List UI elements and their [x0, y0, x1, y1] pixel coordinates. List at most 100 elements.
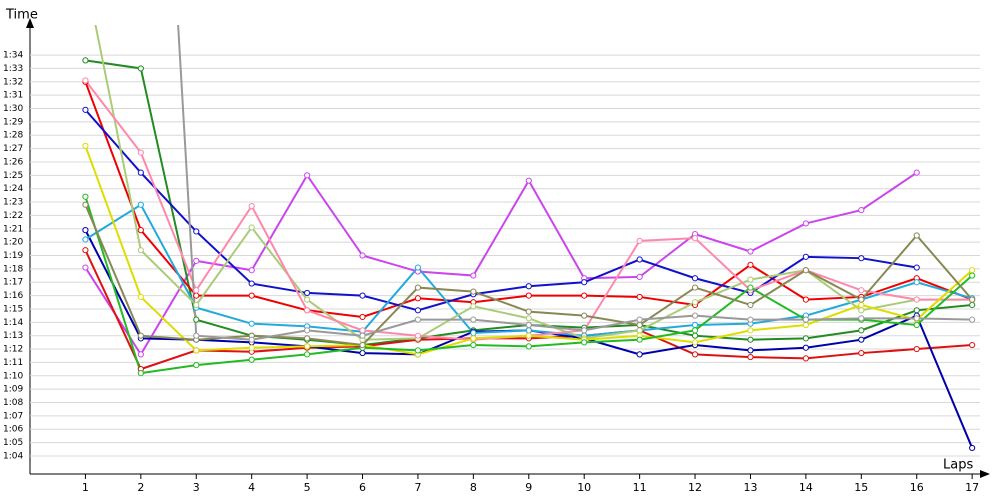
y-tick-label: 1:07 — [3, 411, 23, 421]
point — [359, 252, 366, 259]
point — [193, 287, 200, 294]
y-axis-title: Time — [5, 8, 38, 23]
point — [747, 276, 754, 283]
point — [747, 301, 754, 309]
point — [359, 341, 366, 349]
point — [802, 335, 809, 342]
point — [137, 351, 144, 358]
point — [913, 345, 920, 353]
point — [414, 347, 422, 354]
series-line — [84, 109, 917, 312]
point — [969, 316, 976, 323]
y-tick-label: 1:33 — [3, 64, 23, 74]
point — [525, 327, 532, 334]
point — [802, 344, 809, 351]
point — [525, 283, 532, 290]
y-tick-label: 1:06 — [3, 425, 23, 435]
x-tick-label: 10 — [577, 481, 591, 494]
point — [858, 307, 865, 314]
point — [913, 307, 920, 314]
y-tick-label: 1:21 — [3, 224, 23, 234]
point — [248, 280, 255, 287]
y-tick-label: 1:12 — [3, 345, 23, 355]
point — [636, 273, 643, 280]
point — [581, 339, 588, 346]
point — [248, 224, 255, 231]
point — [414, 295, 422, 302]
x-tick-label: 11 — [633, 481, 647, 494]
y-tick-label: 1:05 — [3, 438, 23, 448]
x-tick-label: 15 — [854, 481, 868, 494]
point — [691, 275, 699, 282]
y-tick-label: 1:30 — [3, 104, 23, 114]
y-tick-label: 1:31 — [3, 91, 23, 101]
point — [304, 307, 311, 314]
point — [137, 227, 144, 234]
y-tick-label: 1:24 — [3, 184, 23, 194]
point — [858, 336, 865, 343]
point — [747, 353, 754, 361]
point — [747, 327, 754, 334]
point — [858, 206, 865, 214]
point — [747, 248, 754, 255]
point — [137, 169, 144, 176]
point — [802, 321, 809, 329]
point — [525, 308, 532, 315]
point — [414, 307, 422, 314]
x-tick-label: 7 — [414, 481, 421, 494]
point — [636, 256, 643, 263]
point — [304, 327, 311, 334]
x-tick-label: 2 — [137, 481, 144, 494]
point — [969, 267, 976, 274]
point — [414, 284, 422, 291]
point — [82, 77, 89, 84]
point — [193, 347, 200, 354]
point — [359, 313, 366, 321]
point — [248, 292, 255, 299]
point — [858, 349, 865, 357]
x-tick-label: 17 — [965, 481, 979, 494]
point — [414, 264, 422, 271]
y-tick-label: 1:18 — [3, 264, 23, 274]
point — [248, 344, 255, 351]
y-tick-label: 1:25 — [3, 171, 23, 181]
point — [82, 247, 89, 254]
x-tick-label: 5 — [304, 481, 311, 494]
point — [470, 329, 477, 337]
point — [304, 343, 311, 350]
point — [304, 289, 311, 297]
point — [82, 57, 89, 64]
point — [137, 65, 144, 72]
point — [858, 287, 865, 294]
point — [414, 332, 422, 339]
point — [525, 332, 532, 339]
y-tick-label: 1:11 — [3, 358, 23, 368]
point — [359, 349, 366, 357]
y-tick-label: 1:27 — [3, 144, 23, 154]
point — [470, 303, 477, 310]
point — [193, 332, 200, 339]
y-tick-label: 1:10 — [3, 371, 23, 381]
point — [691, 351, 699, 358]
y-tick-label: 1:28 — [3, 131, 23, 141]
point — [304, 351, 311, 358]
point — [82, 106, 89, 113]
point — [802, 355, 809, 362]
y-axis-arrow — [26, 18, 34, 28]
point — [691, 284, 699, 291]
point — [969, 444, 976, 452]
point — [858, 255, 865, 262]
point — [747, 261, 754, 268]
point — [858, 301, 865, 309]
point — [969, 341, 976, 349]
point — [248, 267, 255, 274]
point — [913, 296, 920, 303]
point — [691, 332, 699, 339]
x-axis-title: Laps — [943, 458, 973, 473]
point — [82, 142, 89, 150]
point — [359, 332, 366, 339]
point — [858, 327, 865, 334]
point — [581, 327, 588, 334]
point — [636, 336, 643, 343]
x-tick-label: 16 — [910, 481, 924, 494]
